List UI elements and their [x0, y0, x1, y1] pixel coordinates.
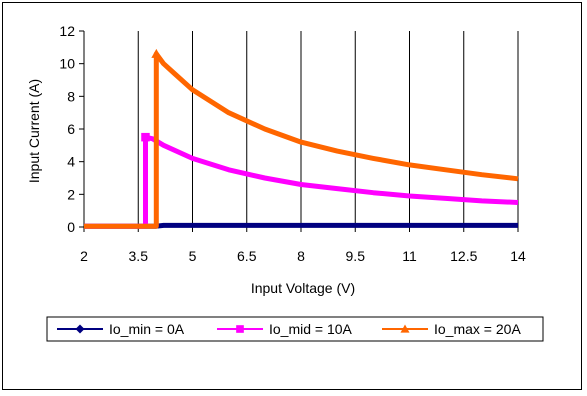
y-axis-label: Input Current (A): [26, 79, 42, 183]
legend: Io_min = 0A Io_mid = 10A Io_max = 20A: [46, 316, 544, 342]
x-tick-label: 2: [80, 248, 88, 264]
x-tick-label: 5: [189, 248, 197, 264]
x-tick-label: 12.5: [450, 248, 477, 264]
legend-marker: [75, 324, 85, 334]
y-tick-label: 2: [67, 186, 75, 202]
x-tick-label: 9.5: [346, 248, 366, 264]
x-tick-label: 6.5: [237, 248, 257, 264]
y-tick-label: 0: [67, 219, 75, 235]
legend-label: Io_min = 0A: [109, 321, 185, 337]
legend-marker: [236, 325, 244, 333]
x-tick-label: 3.5: [129, 248, 149, 264]
triangle-series-point: [151, 48, 162, 58]
y-tick-label: 10: [59, 56, 75, 72]
x-tick-label: 14: [510, 248, 526, 264]
y-tick-label: 6: [67, 121, 75, 137]
square-series-line: [84, 134, 519, 229]
legend-label: Io_mid = 10A: [269, 321, 353, 337]
square-series-point: [141, 132, 150, 142]
y-tick-label: 12: [59, 23, 75, 39]
y-tick-label: 8: [67, 88, 75, 104]
x-tick-label: 8: [297, 248, 305, 264]
chart-area: 0 2 4 6 8 10 12 2 3.5 5 6.5 8 9.5 11 12.5 14 Input Curr…: [2, 2, 582, 390]
legend-box: [46, 316, 544, 342]
x-axis-label: Input Voltage (V): [251, 280, 355, 296]
y-tick-label: 4: [67, 154, 75, 170]
x-tick-label: 11: [402, 248, 417, 264]
legend-marker: [400, 324, 410, 333]
legend-label: Io_max = 20A: [434, 321, 521, 337]
triangle-series-line: [84, 51, 519, 229]
